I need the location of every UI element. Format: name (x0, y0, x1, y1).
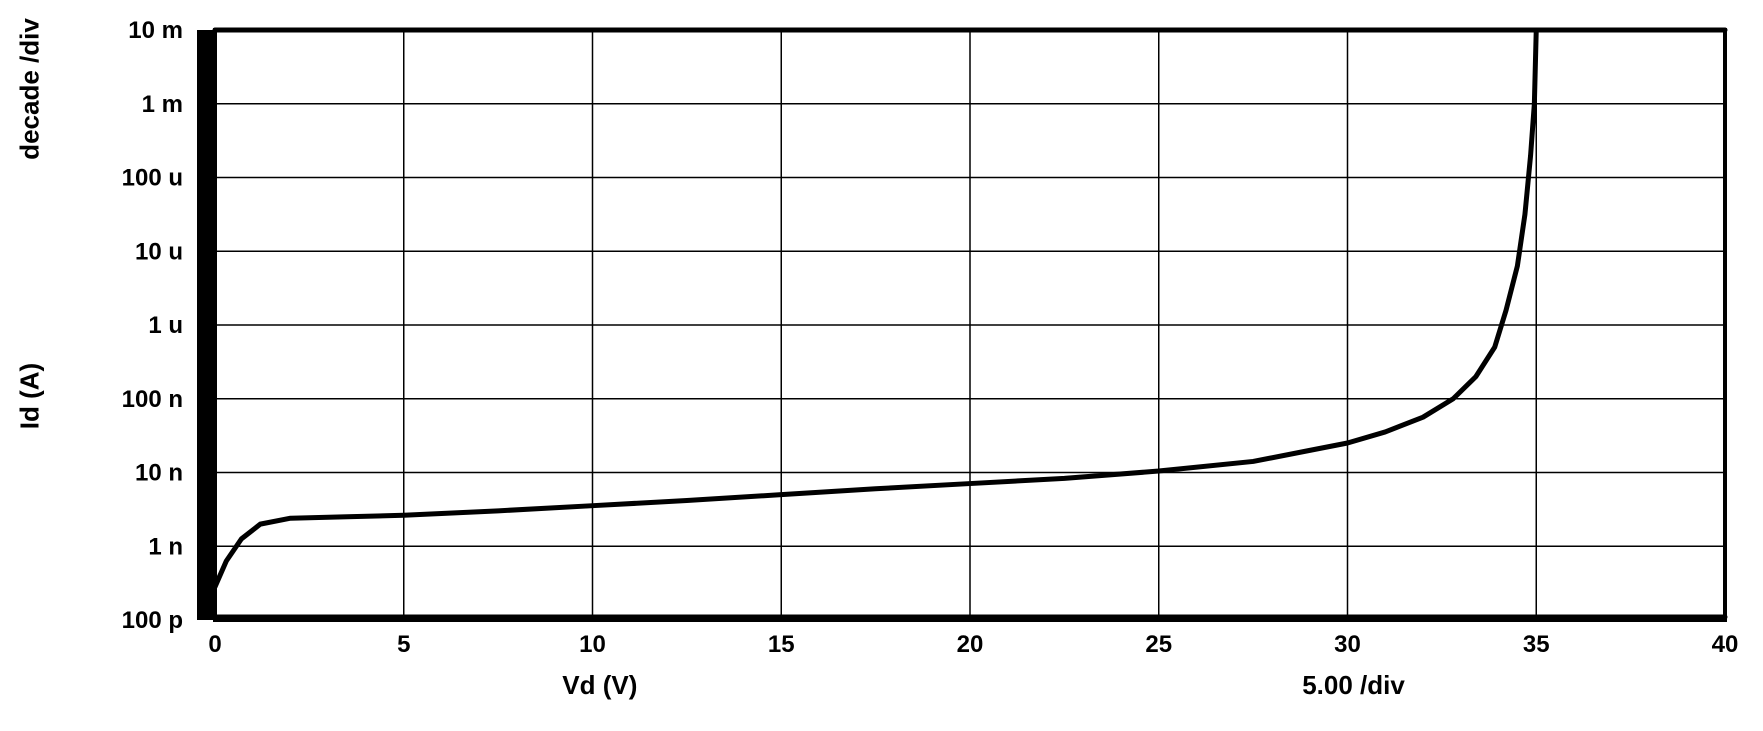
x-tick-label: 35 (1523, 631, 1550, 658)
x-tick-label: 15 (768, 631, 795, 658)
x-tick-label: 10 (579, 631, 606, 658)
y-axis-secondary-label: decade /div (15, 18, 46, 160)
x-tick-label: 0 (208, 631, 221, 658)
y-tick-label: 1 m (142, 91, 183, 118)
x-tick-label: 5 (397, 631, 410, 658)
y-tick-label: 10 n (135, 460, 183, 487)
x-tick-label: 25 (1145, 631, 1172, 658)
semilog-chart: 0 5 10 15 20 25 30 35 40 100 p 1 n 10 n 100 n 1 u 10 u… (0, 0, 1763, 726)
y-tick-label: 10 u (135, 238, 183, 265)
x-tick-label: 40 (1712, 631, 1739, 658)
y-tick-label: 100 p (122, 607, 183, 634)
x-tick-label: 20 (957, 631, 984, 658)
y-axis-label: Id (A) (15, 363, 46, 429)
y-tick-label: 1 n (148, 533, 183, 560)
x-axis-secondary-label: 5.00 /div (1302, 670, 1405, 701)
y-tick-label: 100 n (122, 386, 183, 413)
y-tick-label: 100 u (122, 165, 183, 192)
chart-container: 0 5 10 15 20 25 30 35 40 100 p 1 n 10 n 100 n 1 u 10 u… (0, 0, 1763, 726)
y-tick-label: 1 u (148, 312, 183, 339)
y-tick-label: 10 m (128, 17, 183, 44)
x-axis-label: Vd (V) (562, 670, 637, 701)
x-tick-label: 30 (1334, 631, 1361, 658)
